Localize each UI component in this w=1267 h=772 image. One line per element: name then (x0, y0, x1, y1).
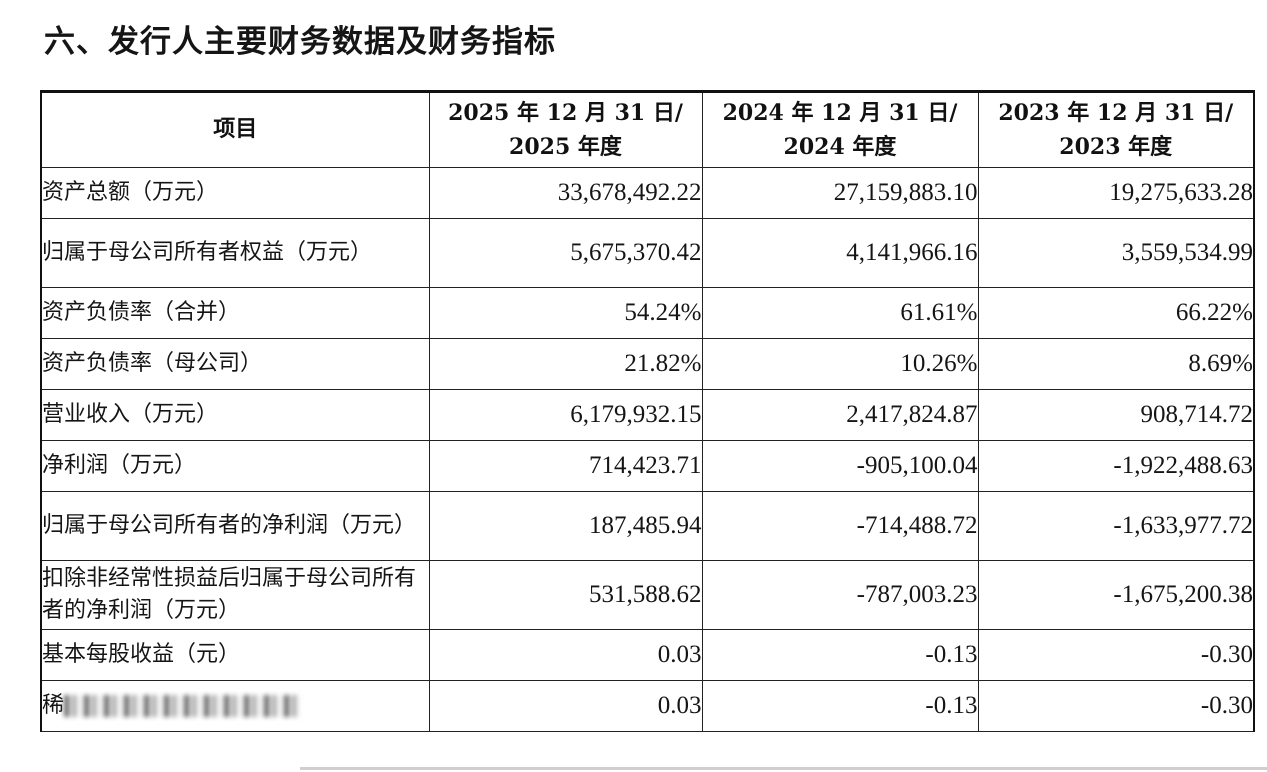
value-2023: 908,714.72 (977, 389, 1255, 441)
row-label-partially-obscured: 稀 (40, 680, 430, 732)
value-2025: 187,485.94 (428, 491, 703, 561)
value-2024: 61.61% (701, 287, 979, 339)
value-2023: -0.30 (977, 629, 1255, 681)
value-2025: 0.03 (428, 629, 703, 681)
table-row: 基本每股收益（元） 0.03 -0.13 -0.30 (40, 629, 1255, 681)
column-header-2024: 2024 年 12 月 31 日/ 2024 年度 (701, 91, 979, 168)
value-2024: -787,003.23 (701, 560, 979, 630)
table-row: 资产负债率（母公司） 21.82% 10.26% 8.69% (40, 338, 1255, 390)
row-label: 营业收入（万元） (40, 389, 430, 441)
value-2023: -1,675,200.38 (977, 560, 1255, 630)
value-2023: 19,275,633.28 (977, 167, 1255, 219)
value-2024: 10.26% (701, 338, 979, 390)
table-row: 扣除非经常性损益后归属于母公司所有者的净利润（万元） 531,588.62 -7… (40, 560, 1255, 630)
value-2024: 27,159,883.10 (701, 167, 979, 219)
column-header-2025: 2025 年 12 月 31 日/ 2025 年度 (428, 91, 703, 168)
row-label-visible-char: 稀 (42, 693, 65, 718)
value-2024: -905,100.04 (701, 440, 979, 492)
value-2024: 4,141,966.16 (701, 218, 979, 288)
value-2023: -1,633,977.72 (977, 491, 1255, 561)
table-row: 归属于母公司所有者的净利润（万元） 187,485.94 -714,488.72… (40, 491, 1255, 561)
value-2023: 66.22% (977, 287, 1255, 339)
table-row: 资产总额（万元） 33,678,492.22 27,159,883.10 19,… (40, 167, 1255, 219)
row-label: 净利润（万元） (40, 440, 430, 492)
value-2025: 54.24% (428, 287, 703, 339)
value-2024: -714,488.72 (701, 491, 979, 561)
table-row: 资产负债率（合并） 54.24% 61.61% 66.22% (40, 287, 1255, 339)
row-label: 归属于母公司所有者的净利润（万元） (40, 491, 430, 561)
row-label: 资产负债率（合并） (40, 287, 430, 339)
financial-data-table: 项目 2025 年 12 月 31 日/ 2025 年度 2024 年 12 月… (40, 90, 1255, 732)
value-2025: 21.82% (428, 338, 703, 390)
page-bottom-divider (300, 767, 1267, 770)
row-label: 基本每股收益（元） (40, 629, 430, 681)
value-2023: 8.69% (977, 338, 1255, 390)
value-2025: 6,179,932.15 (428, 389, 703, 441)
value-2024: 2,417,824.87 (701, 389, 979, 441)
table-row: 归属于母公司所有者权益（万元） 5,675,370.42 4,141,966.1… (40, 218, 1255, 288)
blurred-text-overlay (64, 695, 301, 717)
table-row: 净利润（万元） 714,423.71 -905,100.04 -1,922,48… (40, 440, 1255, 492)
value-2025: 0.03 (428, 680, 703, 732)
table-header-row: 项目 2025 年 12 月 31 日/ 2025 年度 2024 年 12 月… (40, 91, 1255, 168)
value-2025: 714,423.71 (428, 440, 703, 492)
row-label: 资产负债率（母公司） (40, 338, 430, 390)
value-2025: 531,588.62 (428, 560, 703, 630)
value-2024: -0.13 (701, 680, 979, 732)
value-2023: -0.30 (977, 680, 1255, 732)
value-2024: -0.13 (701, 629, 979, 681)
row-label: 扣除非经常性损益后归属于母公司所有者的净利润（万元） (40, 560, 430, 630)
value-2025: 5,675,370.42 (428, 218, 703, 288)
row-label: 资产总额（万元） (40, 167, 430, 219)
value-2023: -1,922,488.63 (977, 440, 1255, 492)
value-2023: 3,559,534.99 (977, 218, 1255, 288)
table-row: 稀 0.03 -0.13 -0.30 (40, 680, 1255, 732)
value-2025: 33,678,492.22 (428, 167, 703, 219)
table-row: 营业收入（万元） 6,179,932.15 2,417,824.87 908,7… (40, 389, 1255, 441)
column-header-item: 项目 (40, 91, 430, 168)
row-label: 归属于母公司所有者权益（万元） (40, 218, 430, 288)
section-title: 六、发行人主要财务数据及财务指标 (44, 24, 556, 60)
column-header-2023: 2023 年 12 月 31 日/ 2023 年度 (977, 91, 1255, 168)
